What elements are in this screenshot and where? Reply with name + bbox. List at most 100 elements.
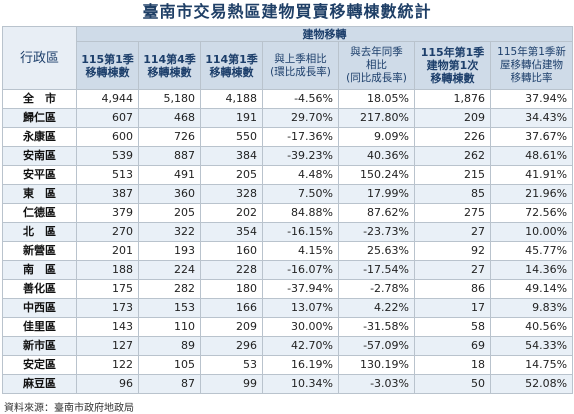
value-cell: 193 xyxy=(138,241,201,261)
page-title: 臺南市交易熱區建物買賣移轉棟數統計 xyxy=(142,2,432,21)
value-cell: 202 xyxy=(200,203,263,223)
value-cell: 491 xyxy=(138,165,201,185)
table-row: 仁德區 379 205 202 84.88% 87.62% 275 72.56% xyxy=(2,203,574,223)
value-cell: -37.94% xyxy=(262,279,339,299)
value-cell: -57.09% xyxy=(338,336,415,356)
value-cell: -39.23% xyxy=(262,146,339,166)
col-header: 115年第1季新 屋移轉佔建物 移轉比率 xyxy=(489,41,574,90)
district-cell: 南 區 xyxy=(2,260,77,280)
district-cell: 北 區 xyxy=(2,222,77,242)
value-cell: 34.43% xyxy=(489,108,574,128)
value-cell: 17 xyxy=(414,298,491,318)
value-cell: 173 xyxy=(76,298,139,318)
value-cell: -4.56% xyxy=(262,89,339,109)
value-cell: 37.67% xyxy=(489,127,574,147)
district-cell: 佳里區 xyxy=(2,317,77,337)
value-cell: 153 xyxy=(138,298,201,318)
value-cell: 270 xyxy=(76,222,139,242)
value-cell: 607 xyxy=(76,108,139,128)
value-cell: 54.33% xyxy=(489,336,574,356)
value-cell: 13.07% xyxy=(262,298,339,318)
table-row: 新營區 201 193 160 4.15% 25.63% 92 45.77% xyxy=(2,241,574,261)
value-cell: 84.88% xyxy=(262,203,339,223)
value-cell: 5,180 xyxy=(138,89,201,109)
district-cell: 仁德區 xyxy=(2,203,77,223)
value-cell: 600 xyxy=(76,127,139,147)
table-body: 全 市 4,944 5,180 4,188 -4.56% 18.05% 1,876 37.94… xyxy=(2,89,574,394)
value-cell: 354 xyxy=(200,222,263,242)
value-cell: 180 xyxy=(200,279,263,299)
value-cell: 328 xyxy=(200,184,263,204)
value-cell: 226 xyxy=(414,127,491,147)
value-cell: 205 xyxy=(138,203,201,223)
value-cell: 130.19% xyxy=(338,355,415,375)
value-cell: 282 xyxy=(138,279,201,299)
source-note: 資料來源：臺南市政府地政局 xyxy=(4,403,134,414)
value-cell: 550 xyxy=(200,127,263,147)
value-cell: 468 xyxy=(138,108,201,128)
district-cell: 安平區 xyxy=(2,165,77,185)
value-cell: 69 xyxy=(414,336,491,356)
value-cell: 160 xyxy=(200,241,263,261)
table-row: 安定區 122 105 53 16.19% 130.19% 18 14.75% xyxy=(2,355,574,375)
value-cell: 10.34% xyxy=(262,374,339,394)
value-cell: 166 xyxy=(200,298,263,318)
value-cell: 58 xyxy=(414,317,491,337)
table-row: 善化區 175 282 180 -37.94% -2.78% 86 49.14% xyxy=(2,279,574,299)
value-cell: 1,876 xyxy=(414,89,491,109)
value-cell: 360 xyxy=(138,184,201,204)
value-cell: 49.14% xyxy=(489,279,574,299)
value-cell: 53 xyxy=(200,355,263,375)
table-row: 麻豆區 96 87 99 10.34% -3.03% 50 52.08% xyxy=(2,374,574,394)
value-cell: 85 xyxy=(414,184,491,204)
table-row: 南 區 188 224 228 -16.07% -17.54% 27 14.36% xyxy=(2,260,574,280)
value-cell: 110 xyxy=(138,317,201,337)
value-cell: 513 xyxy=(76,165,139,185)
value-cell: 50 xyxy=(414,374,491,394)
district-cell: 中西區 xyxy=(2,298,77,318)
district-cell: 東 區 xyxy=(2,184,77,204)
value-cell: 87 xyxy=(138,374,201,394)
table-row: 東 區 387 360 328 7.50% 17.99% 85 21.96% xyxy=(2,184,574,204)
value-cell: 217.80% xyxy=(338,108,415,128)
district-cell: 歸仁區 xyxy=(2,108,77,128)
district-cell: 安定區 xyxy=(2,355,77,375)
value-cell: 387 xyxy=(76,184,139,204)
value-cell: 209 xyxy=(200,317,263,337)
value-cell: 27 xyxy=(414,260,491,280)
value-cell: 18 xyxy=(414,355,491,375)
value-cell: 27 xyxy=(414,222,491,242)
district-cell: 新市區 xyxy=(2,336,77,356)
value-cell: 322 xyxy=(138,222,201,242)
district-cell: 麻豆區 xyxy=(2,374,77,394)
table-row: 佳里區 143 110 209 30.00% -31.58% 58 40.56% xyxy=(2,317,574,337)
district-cell: 永康區 xyxy=(2,127,77,147)
district-header: 行政區 xyxy=(2,26,77,90)
col-header: 115年第1季 建物第1次 移轉棟數 xyxy=(414,41,491,90)
value-cell: 127 xyxy=(76,336,139,356)
value-cell: 215 xyxy=(414,165,491,185)
table-row: 中西區 173 153 166 13.07% 4.22% 17 9.83% xyxy=(2,298,574,318)
value-cell: 4,188 xyxy=(200,89,263,109)
value-cell: 228 xyxy=(200,260,263,280)
value-cell: 10.00% xyxy=(489,222,574,242)
value-cell: 887 xyxy=(138,146,201,166)
table-row: 安平區 513 491 205 4.48% 150.24% 215 41.91% xyxy=(2,165,574,185)
value-cell: -16.07% xyxy=(262,260,339,280)
value-cell: 296 xyxy=(200,336,263,356)
col-header: 與上季相比 (環比成長率) xyxy=(262,41,339,90)
value-cell: 14.75% xyxy=(489,355,574,375)
district-cell: 安南區 xyxy=(2,146,77,166)
value-cell: 209 xyxy=(414,108,491,128)
value-cell: 18.05% xyxy=(338,89,415,109)
value-cell: 201 xyxy=(76,241,139,261)
value-cell: 539 xyxy=(76,146,139,166)
table-row: 北 區 270 322 354 -16.15% -23.73% 27 10.00% xyxy=(2,222,574,242)
value-cell: -23.73% xyxy=(338,222,415,242)
value-cell: 48.61% xyxy=(489,146,574,166)
value-cell: 275 xyxy=(414,203,491,223)
value-cell: 262 xyxy=(414,146,491,166)
col-header: 114第4季 移轉棟數 xyxy=(138,41,201,90)
value-cell: 379 xyxy=(76,203,139,223)
value-cell: 89 xyxy=(138,336,201,356)
